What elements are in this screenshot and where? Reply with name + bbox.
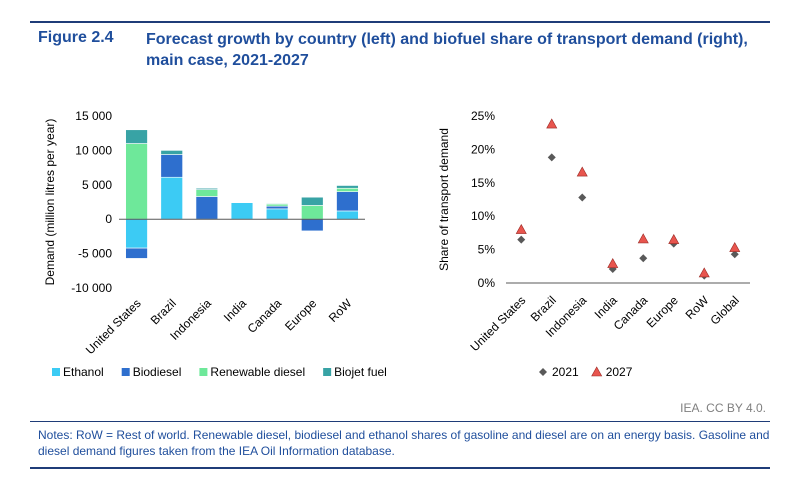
bar-renewable-diesel-canada	[265, 203, 289, 207]
x-tick-label: United States	[83, 296, 144, 357]
bar-biojet-fuel-united-states	[125, 129, 148, 144]
bar-renewable-diesel-united-states	[125, 143, 148, 220]
point-2021-brazil	[547, 153, 556, 162]
y-tick-label: 5 000	[82, 178, 112, 192]
figure-number: Figure 2.4	[38, 29, 114, 46]
point-2021-canada	[639, 254, 648, 263]
middle-rule	[30, 421, 770, 422]
bottom-rule	[30, 467, 770, 469]
bar-renewable-diesel-indonesia	[195, 189, 219, 197]
legend-swatch-biojet-fuel	[323, 368, 332, 376]
x-tick-label: Europe	[644, 293, 681, 330]
legend-swatch-renewable-diesel	[199, 368, 208, 376]
bar-ethanol-row	[336, 210, 359, 220]
bar-renewable-diesel-row	[336, 187, 359, 192]
point-2027-europe	[668, 233, 680, 244]
x-tick-label: Brazil	[148, 296, 179, 327]
bar-biojet-fuel-indonesia	[195, 187, 219, 190]
x-tick-label: Canada	[245, 296, 285, 336]
bar-biodiesel-europe	[301, 218, 324, 232]
y-tick-label: 10 000	[75, 143, 112, 157]
point-2021-indonesia	[578, 193, 587, 202]
x-tick-label: Canada	[611, 293, 651, 333]
y-tick-label: 20%	[471, 142, 495, 156]
figure-title: Forecast growth by country (left) and bi…	[146, 31, 748, 69]
point-2027-global	[729, 241, 741, 252]
bar-ethanol-canada	[265, 208, 289, 220]
y-tick-label: 25%	[471, 109, 495, 123]
point-2021-united-states	[517, 235, 526, 244]
bar-biodiesel-row	[336, 191, 359, 212]
notes-text: Notes: RoW = Rest of world. Renewable di…	[38, 428, 770, 458]
point-2027-united-states	[515, 223, 527, 234]
bar-renewable-diesel-europe	[301, 205, 324, 220]
legend-label-biojet-fuel: Biojet fuel	[334, 365, 387, 379]
credit-text: IEA. CC BY 4.0.	[680, 401, 766, 415]
bar-biodiesel-indonesia	[195, 196, 219, 220]
point-2027-brazil	[546, 118, 558, 129]
bar-biodiesel-canada	[265, 205, 289, 210]
legend-label-ethanol: Ethanol	[63, 365, 104, 379]
legend-marker-2027	[591, 366, 603, 377]
legend-label-biodiesel: Biodiesel	[133, 365, 182, 379]
y-tick-label: 15%	[471, 176, 495, 190]
legend-label-renewable-diesel: Renewable diesel	[210, 365, 305, 379]
x-tick-label: United States	[468, 293, 529, 354]
bar-biodiesel-united-states	[125, 247, 148, 259]
bar-ethanol-brazil	[160, 176, 183, 220]
bar-biojet-fuel-europe	[301, 196, 324, 206]
y-tick-label: 15 000	[75, 109, 112, 123]
legend-swatch-biodiesel	[121, 368, 130, 376]
point-2027-india	[607, 258, 619, 268]
x-tick-label: Global	[707, 293, 741, 327]
y-tick-label: 0%	[478, 276, 496, 290]
point-2021-global	[730, 250, 739, 259]
bar-biojet-fuel-brazil	[160, 150, 183, 155]
top-rule	[30, 21, 770, 23]
x-tick-label: India	[221, 296, 250, 325]
scatter-chart: 0% 5% 10% 15% 20% 25% Share of transport deman…	[437, 109, 750, 379]
y-tick-label: 0	[105, 212, 112, 226]
bar-chart: -10 000 -5 000 0 5 000 10 000 15 000 Demand (m…	[43, 109, 387, 379]
y-tick-label: 5%	[478, 243, 496, 257]
y-tick-label: -10 000	[71, 281, 112, 295]
point-2027-indonesia	[576, 166, 588, 177]
legend-swatch-ethanol	[52, 368, 60, 376]
bar-biojet-fuel-row	[336, 185, 359, 189]
y-tick-label: -5 000	[78, 247, 112, 261]
y-axis-label: Demand (million litres per year)	[43, 119, 57, 286]
point-2027-canada	[637, 233, 649, 244]
bar-biodiesel-brazil	[160, 154, 183, 178]
legend-label-2027: 2027	[606, 365, 633, 379]
y-tick-label: 10%	[471, 209, 495, 223]
legend-label-2021: 2021	[552, 365, 579, 379]
bar-ethanol-united-states	[125, 218, 148, 249]
point-2027-row	[698, 267, 710, 278]
x-tick-label: RoW	[326, 296, 355, 325]
legend-marker-2021	[539, 368, 547, 376]
bar-biojet-fuel-canada	[265, 203, 289, 205]
x-tick-label: Europe	[282, 296, 319, 333]
bar-ethanol-india	[230, 202, 254, 220]
y-axis-label: Share of transport demand	[437, 128, 451, 271]
